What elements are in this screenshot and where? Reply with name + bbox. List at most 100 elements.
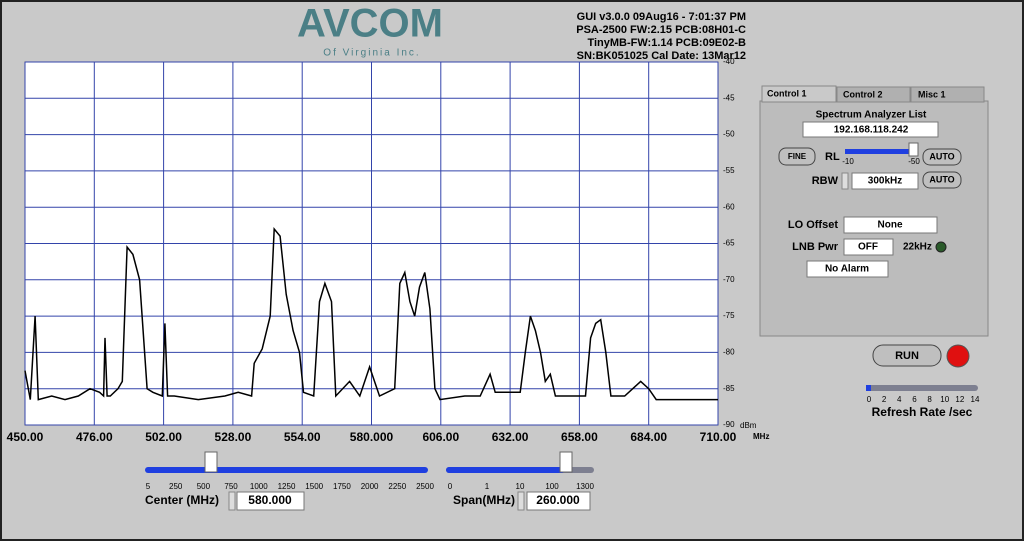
lnb-pwr-label: LNB Pwr (792, 241, 839, 253)
span-tick-label: 1 (485, 482, 490, 491)
y-tick-label: -50 (723, 130, 735, 139)
tab-label[interactable]: Control 2 (843, 89, 883, 99)
lnb-pwr-field[interactable] (843, 238, 894, 256)
plot: -40 -45 -50 -55 -60 -65 -70 -75 -80 -85 -90 dBm 450.… (7, 57, 770, 444)
tab[interactable] (836, 86, 911, 103)
refresh-tick-label: 4 (897, 395, 902, 404)
logo-subtitle: Of Virginia Inc. (323, 48, 420, 59)
y-tick-label: -65 (723, 239, 735, 248)
x-tick-label: 658.00 (561, 430, 598, 444)
list-label: Spectrum Analyzer List (816, 110, 927, 121)
logo: AVCOM (297, 2, 443, 46)
ip-text[interactable]: 192.168.118.242 (834, 125, 909, 136)
rbw-spinner[interactable] (841, 172, 849, 190)
x-unit: MHz (753, 432, 769, 441)
info-line: SN:BK051025 Cal Date: 13Mar12 (577, 50, 746, 62)
refresh-tick-label: 0 (867, 395, 872, 404)
run-button[interactable] (872, 344, 942, 367)
spectrum-trace (24, 227, 718, 401)
refresh-tick-label: 12 (955, 395, 964, 404)
tab[interactable] (910, 86, 985, 103)
auto-button[interactable] (922, 171, 962, 189)
refresh-tick-label: 6 (912, 395, 917, 404)
span-fill (446, 467, 565, 473)
rl-min: -10 (842, 157, 854, 166)
ip-field[interactable] (802, 121, 939, 138)
span-tick-label: 1300 (576, 482, 594, 491)
x-tick-label: 606.00 (422, 430, 459, 444)
x-tick-label: 632.00 (492, 430, 529, 444)
rl-max: -50 (908, 157, 920, 166)
refresh-slider[interactable] (866, 385, 978, 391)
run-led (946, 344, 970, 368)
y-tick-label: -60 (723, 202, 735, 211)
rbw-value[interactable]: 300kHz (868, 176, 902, 187)
x-tick-label: 476.00 (76, 430, 113, 444)
rl-knob[interactable] (908, 142, 919, 157)
x-tick-label: 684.00 (630, 430, 667, 444)
lo-offset-field[interactable] (843, 216, 938, 234)
span-tick-label: 10 (516, 482, 525, 491)
rbw-field[interactable] (851, 172, 919, 190)
center-tick-label: 2500 (416, 482, 434, 491)
alarm-field (806, 260, 889, 278)
span-field[interactable] (526, 491, 591, 511)
span-label: Span(MHz) (453, 493, 515, 507)
center-tick-label: 1000 (250, 482, 268, 491)
center-field[interactable] (236, 491, 305, 511)
info-line: TinyMB-FW:1.14 PCB:09E02-B (587, 37, 746, 49)
y-tick-label: -55 (723, 166, 735, 175)
center-knob[interactable] (204, 451, 218, 473)
span-value[interactable]: 260.000 (536, 493, 580, 507)
span-spinner[interactable] (517, 491, 525, 511)
center-tick-label: 5 (146, 482, 151, 491)
span-tick-label: 0 (448, 482, 453, 491)
center-tick-label: 250 (169, 482, 183, 491)
center-label: Center (MHz) (145, 493, 219, 507)
center-slider[interactable] (145, 467, 428, 473)
rl-slider[interactable] (845, 149, 915, 154)
tone-led (935, 241, 947, 253)
fine-button[interactable] (778, 147, 816, 166)
auto-button[interactable] (922, 148, 962, 166)
refresh-tick-label: 8 (927, 395, 932, 404)
auto-label[interactable]: AUTO (929, 151, 954, 161)
tab-label[interactable]: Misc 1 (918, 89, 946, 99)
info-line: GUI v3.0.0 09Aug16 - 7:01:37 PM (577, 11, 746, 23)
center-value[interactable]: 580.000 (248, 493, 292, 507)
rl-label: RL (825, 151, 840, 163)
lo-offset-label: LO Offset (788, 219, 838, 231)
x-tick-label: 502.00 (145, 430, 182, 444)
refresh-fill (866, 385, 871, 391)
span-tick-label: 100 (545, 482, 559, 491)
refresh-label: Refresh Rate /sec (872, 405, 973, 419)
lo-offset-value[interactable]: None (878, 220, 903, 231)
x-tick-label: 450.00 (7, 430, 44, 444)
y-tick-label: -90 (723, 420, 735, 429)
tab[interactable] (761, 85, 837, 103)
refresh-tick-label: 14 (971, 395, 980, 404)
tab-label[interactable]: Control 1 (767, 88, 807, 98)
auto-label[interactable]: AUTO (929, 174, 954, 184)
y-tick-label: -80 (723, 348, 735, 357)
center-tick-label: 1500 (305, 482, 323, 491)
run-label[interactable]: RUN (895, 350, 919, 362)
rbw-label: RBW (812, 175, 839, 187)
center-tick-label: 1750 (333, 482, 351, 491)
lnb-pwr-value[interactable]: OFF (858, 242, 878, 253)
fine-label[interactable]: FINE (788, 152, 807, 161)
alarm-text: No Alarm (825, 264, 869, 275)
span-knob[interactable] (559, 451, 573, 473)
center-tick-label: 750 (224, 482, 238, 491)
center-spinner[interactable] (228, 491, 236, 511)
x-tick-label: 580.000 (350, 430, 394, 444)
tone-label: 22kHz (903, 242, 932, 253)
x-tick-label: 710.00 (700, 430, 737, 444)
y-tick-label: -75 (723, 311, 735, 320)
info-line: PSA-2500 FW:2.15 PCB:08H01-C (576, 24, 746, 36)
x-tick-label: 528.00 (215, 430, 252, 444)
refresh-tick-label: 2 (882, 395, 887, 404)
center-tick-label: 1250 (278, 482, 296, 491)
